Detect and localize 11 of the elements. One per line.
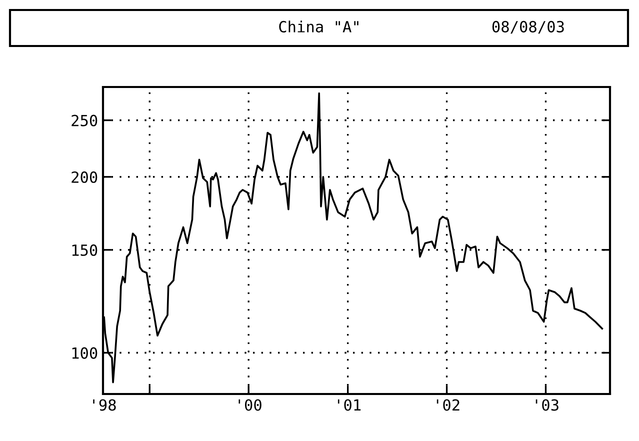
y-tick-label: 150 [72, 244, 98, 256]
chart-title: China "A" [279, 20, 358, 32]
chart-subtitle: 08/08/03 [492, 20, 564, 34]
x-tick-label: '00 [238, 399, 262, 411]
x-tick-label: '03 [536, 399, 558, 411]
x-tick-label: '98 [93, 399, 116, 411]
y-tick-label: 250 [72, 114, 98, 126]
x-tick-label: '02 [436, 399, 460, 411]
y-tick-label: 200 [72, 171, 98, 183]
y-tick-label: 100 [72, 347, 98, 359]
x-tick-label: '01 [338, 399, 361, 411]
